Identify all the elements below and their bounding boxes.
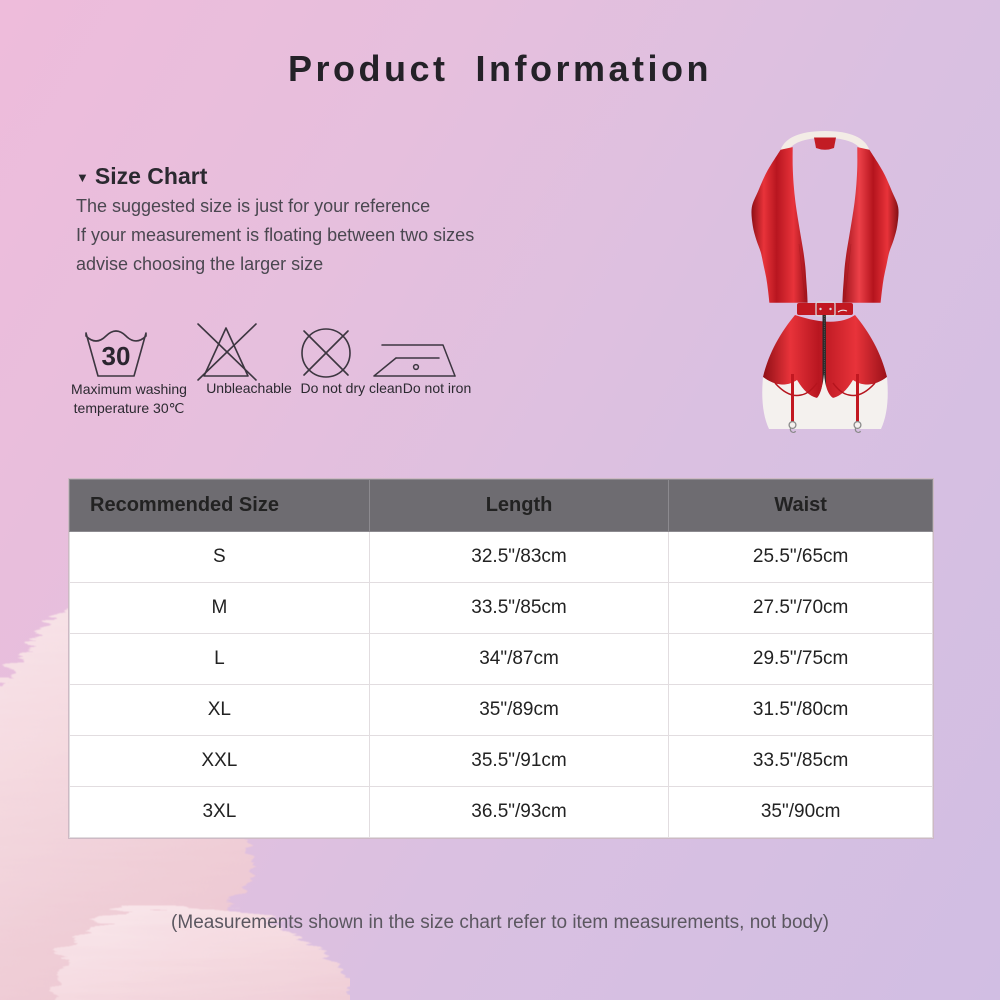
svg-text:30: 30	[102, 341, 131, 371]
